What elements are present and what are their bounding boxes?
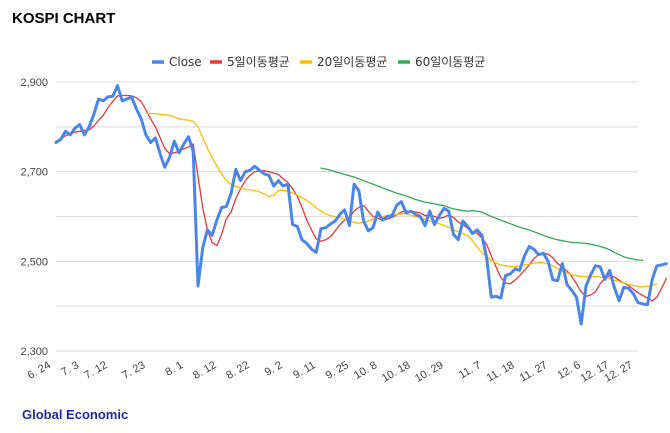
x-tick-label: 10. 18 bbox=[380, 359, 412, 385]
footer-brand: Global Economic bbox=[22, 407, 129, 422]
series-line-3 bbox=[320, 167, 644, 262]
y-tick-label: 2,500 bbox=[20, 256, 48, 268]
x-tick-label: 7. 3 bbox=[59, 359, 81, 379]
legend-label: 5일이동평균 bbox=[227, 55, 290, 69]
x-tick-label: 10. 8 bbox=[352, 359, 379, 382]
legend-label: Close bbox=[169, 55, 202, 69]
x-tick-label: 11. 7 bbox=[457, 359, 483, 381]
series-line-2 bbox=[145, 112, 658, 288]
x-tick-label: 8. 22 bbox=[224, 359, 251, 382]
x-tick-label: 9. 2 bbox=[263, 359, 285, 379]
y-tick-label: 2,700 bbox=[20, 167, 48, 179]
x-tick-label: 10. 29 bbox=[413, 359, 445, 385]
x-tick-label: 12. 6 bbox=[556, 359, 583, 382]
y-tick-label: 2,300 bbox=[20, 346, 48, 358]
x-tick-label: 6. 24 bbox=[26, 359, 53, 382]
x-tick-label: 7. 23 bbox=[120, 359, 147, 382]
legend: Close 5일이동평균 20일이동평균 60일이동평균 bbox=[152, 55, 485, 69]
series-lines bbox=[54, 84, 668, 326]
x-tick-label: 9. 25 bbox=[324, 359, 351, 382]
x-tick-label: 11. 18 bbox=[485, 359, 517, 384]
series-line-0 bbox=[54, 84, 668, 326]
x-tick-label: 7. 12 bbox=[82, 359, 109, 382]
legend-label: 60일이동평균 bbox=[415, 55, 485, 69]
x-tick-label: 8. 12 bbox=[191, 359, 218, 382]
chart-title: KOSPI CHART bbox=[12, 10, 116, 27]
x-tick-label: 11. 27 bbox=[518, 359, 550, 384]
x-axis-ticks: 6. 24 7. 3 7. 12 7. 23 8. 1 8. 12 8. 22 9. 2 9. … bbox=[26, 359, 635, 385]
y-axis-ticks: 2,300 2,500 2,700 2,900 bbox=[20, 77, 48, 358]
legend-label: 20일이동평균 bbox=[317, 55, 387, 69]
y-tick-label: 2,900 bbox=[20, 77, 48, 89]
x-tick-label: 9. 11 bbox=[291, 359, 317, 381]
x-tick-label: 8. 1 bbox=[163, 359, 185, 379]
